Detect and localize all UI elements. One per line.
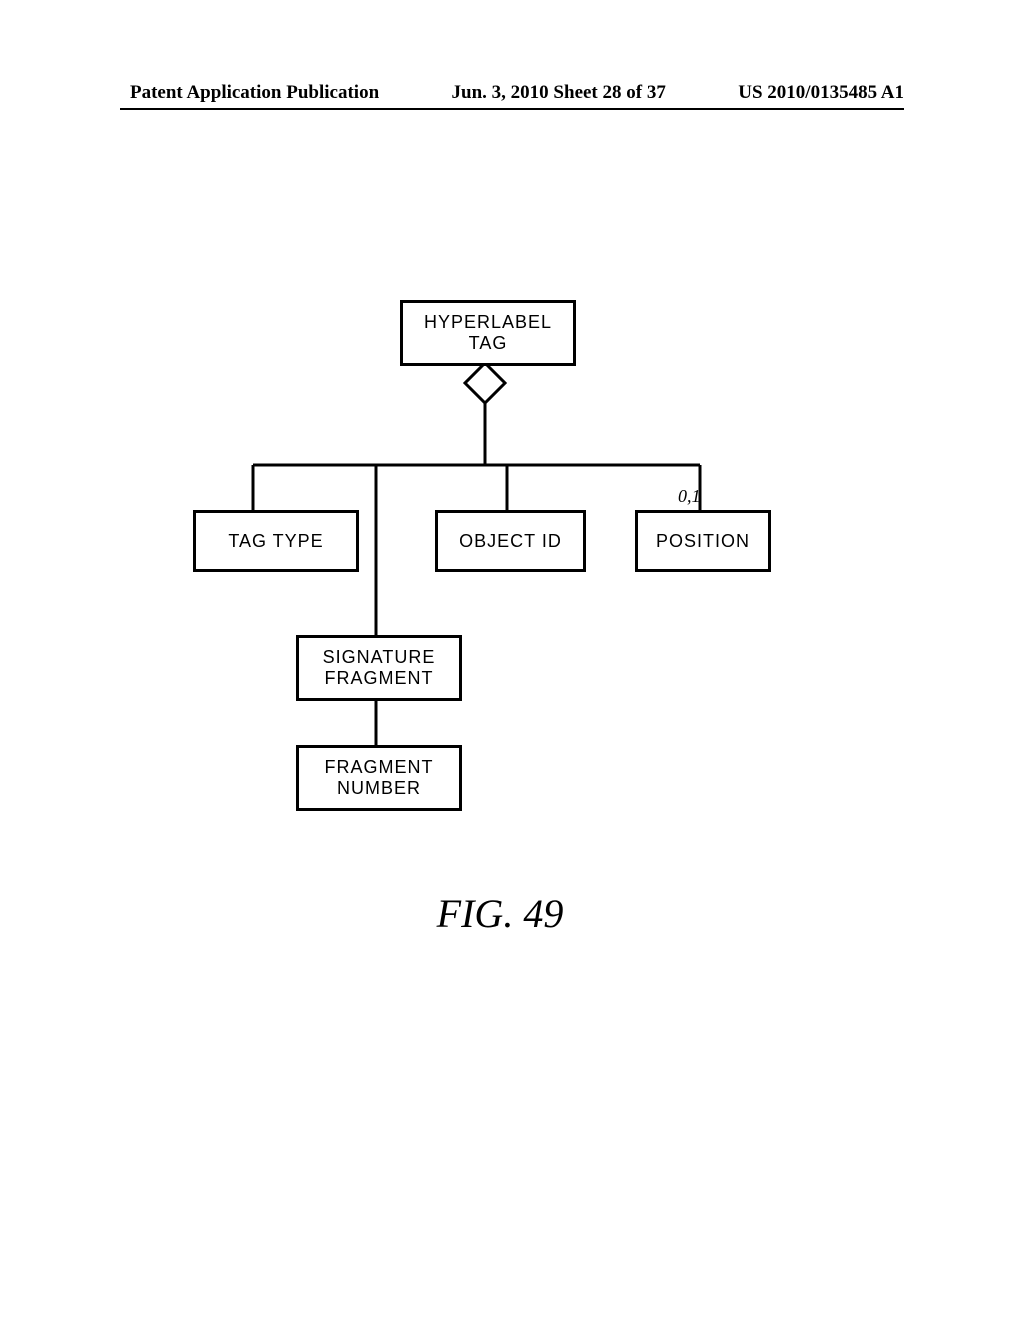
cardinality-label: 0,1 [678,486,701,507]
header-right: US 2010/0135485 A1 [738,82,904,104]
node-tag-type: TAG TYPE [193,510,359,572]
header-center: Jun. 3, 2010 Sheet 28 of 37 [452,82,666,104]
node-label: FRAGMENTNUMBER [325,757,434,798]
figure-caption: FIG. 49 [400,890,600,937]
header-left: Patent Application Publication [130,82,379,104]
node-fragment-number: FRAGMENTNUMBER [296,745,462,811]
node-signature-fragment: SIGNATUREFRAGMENT [296,635,462,701]
diagram-container: HYPERLABELTAG TAG TYPE OBJECT ID POSITIO… [0,300,1024,1000]
page-header: Patent Application Publication Jun. 3, 2… [0,82,1024,104]
header-rule [120,108,904,110]
node-hyperlabel-tag: HYPERLABELTAG [400,300,576,366]
node-position: POSITION [635,510,771,572]
node-label: POSITION [656,531,750,552]
node-label: OBJECT ID [459,531,562,552]
node-label: TAG TYPE [228,531,323,552]
node-label: HYPERLABELTAG [424,312,552,353]
node-label: SIGNATUREFRAGMENT [323,647,436,688]
node-object-id: OBJECT ID [435,510,586,572]
